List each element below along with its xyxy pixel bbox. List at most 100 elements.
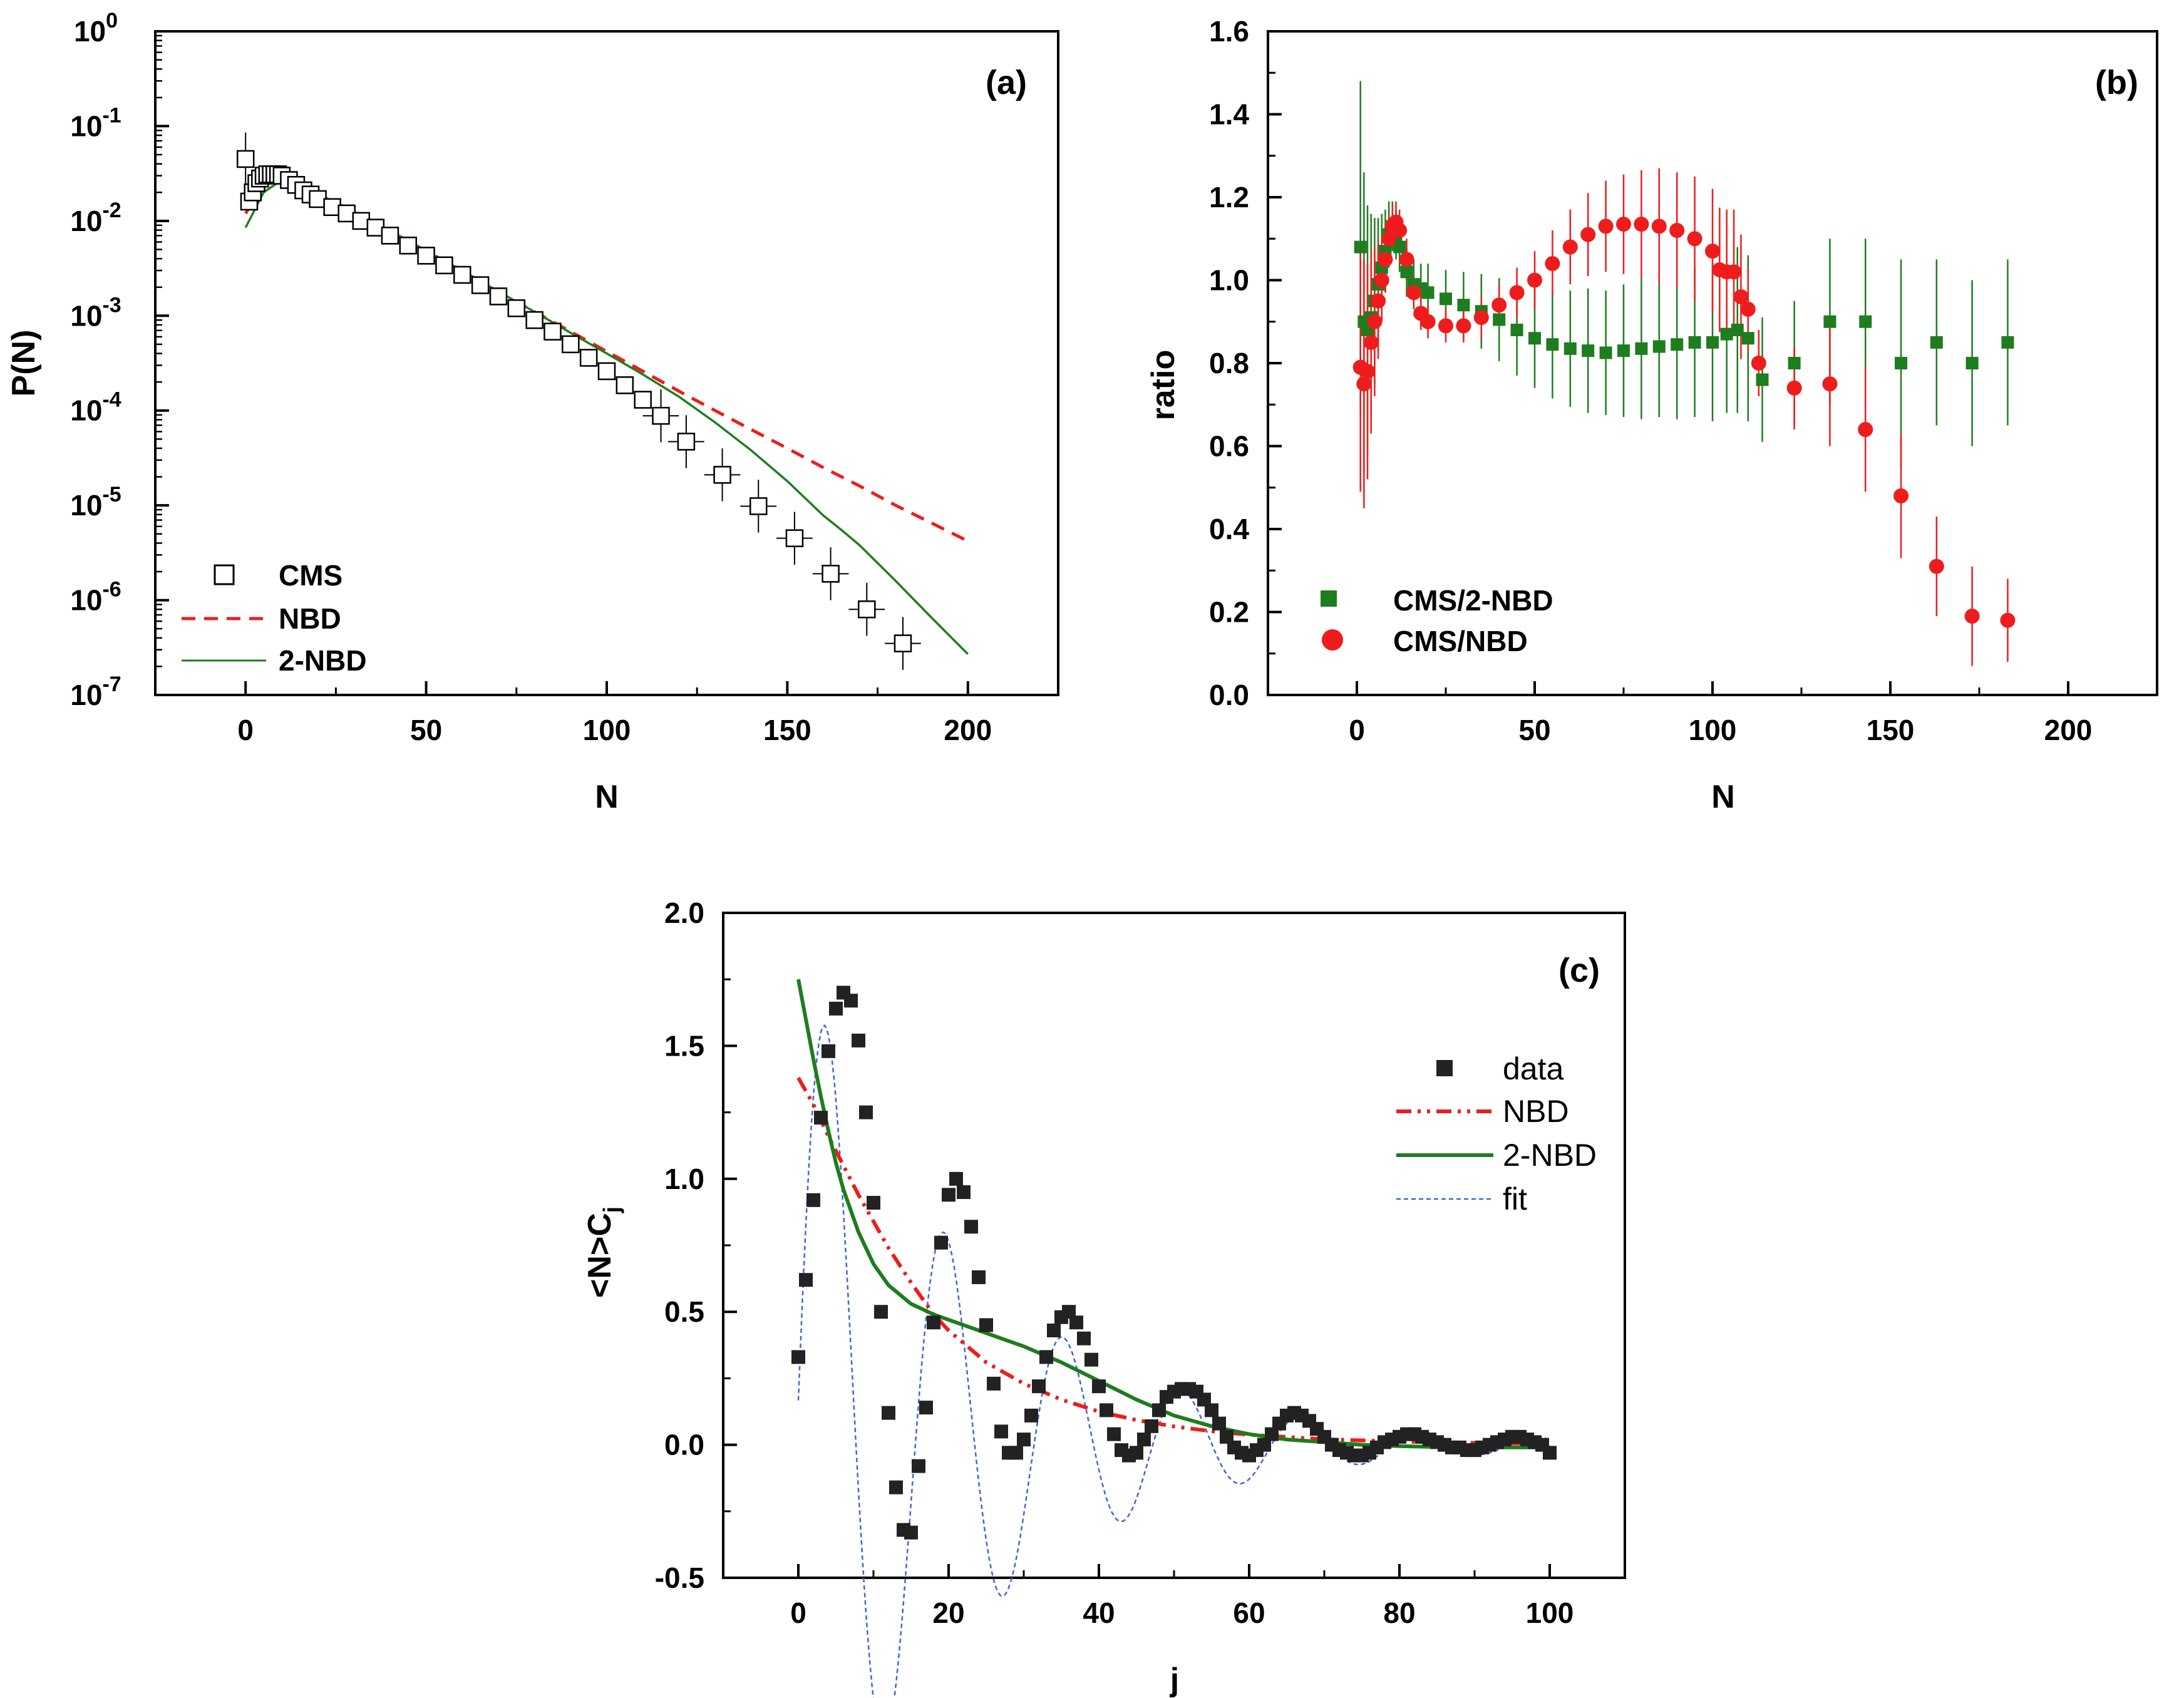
panel-a-cms-marker (399, 236, 418, 255)
panel-a-cms-marker (785, 529, 804, 547)
panel-a-cms-marker (822, 565, 840, 583)
panel-b-ytick-label: 0.0 (1209, 679, 1249, 711)
panel-c-data-point (1100, 1403, 1113, 1418)
legend-cms-nbd-label: CMS/NBD (1393, 625, 1528, 657)
panel-a-cms-point (562, 335, 580, 354)
panel-b-2nbd-point (2001, 336, 2014, 349)
panel-c-ytick-label: 2.0 (664, 897, 704, 929)
panel-a-xlabel: N (595, 779, 619, 815)
panel-a-cms-point (776, 512, 813, 565)
panel-a-cms-point (366, 219, 385, 237)
panel-b-ylabel: ratio (1145, 350, 1182, 421)
panel-a-cms-marker (543, 322, 562, 341)
panel-a-cms-point (812, 547, 849, 600)
panel-b-nbd-point (1733, 289, 1749, 304)
panel-b-nbd-point (1378, 252, 1393, 267)
panel-b-2nbd-point (1930, 336, 1943, 349)
panel-b-2nbd-point (1493, 313, 1506, 326)
panel-a-cms-marker (894, 634, 912, 652)
panel-c-data-point (919, 1401, 933, 1415)
panel-b-nbd-point (1491, 297, 1507, 313)
panel-c-ytick-label: -0.5 (655, 1562, 704, 1594)
panel-b-nbd-point (1363, 334, 1379, 350)
panel-b-nbd-point (1509, 285, 1525, 301)
panel-a-cms-point (453, 265, 471, 284)
panel-a-cms-marker (471, 276, 490, 294)
panel-b-ytick-label: 0.8 (1209, 347, 1249, 379)
panel-c-ytick-label: 0.0 (664, 1429, 704, 1461)
panel-b-xtick-label: 100 (1689, 714, 1737, 746)
panel-c-data-point (882, 1406, 895, 1420)
panel-b-2nbd-point (1788, 357, 1801, 369)
panel-c-ytick-label: 1.0 (664, 1163, 704, 1195)
panel-b-nbd-point (1705, 244, 1720, 259)
panel-a-log-distribution: 0 50 100 150 200 10-7 10-6 10-5 10-4 10-3 10-2 10-1… (6, 9, 1059, 815)
panel-a-cms-point (435, 256, 453, 275)
panel-c-data-point (852, 1033, 865, 1047)
panel-a-cms-marker (652, 406, 670, 425)
panel-b-nbd-point (1420, 314, 1436, 329)
panel-c-data-point (987, 1376, 1001, 1391)
panel-b-nbd-point (1893, 488, 1909, 503)
panel-c-data-point (814, 1111, 828, 1125)
panel-c-frame (722, 912, 1626, 1579)
panel-a-cms-point (848, 583, 885, 636)
panel-b-2nbd-point (1546, 338, 1559, 351)
panel-c-data-point (994, 1424, 1008, 1439)
panel-a-cms-point (399, 236, 418, 255)
panel-a-cms-marker (579, 349, 598, 367)
panel-c-data-point (949, 1171, 963, 1186)
panel-c-data-point (1205, 1403, 1218, 1418)
panel-b-xtick-label: 200 (2044, 714, 2093, 746)
panel-b-xtick-label: 150 (1867, 714, 1915, 746)
panel-c-data-point (1543, 1446, 1557, 1460)
panel-c-data-point (874, 1305, 888, 1319)
panel-c-2nbd-curve (796, 979, 1550, 1449)
panel-c-data-point (1220, 1429, 1234, 1444)
panel-c-data-point (829, 1001, 843, 1016)
panel-b-nbd-point (1406, 285, 1421, 301)
panel-b-2nbd-point (1582, 344, 1595, 358)
panel-b-2nbd-point (1510, 324, 1523, 336)
panel-b-2nbd-point (1635, 342, 1648, 355)
panel-a-cms-point (323, 198, 341, 216)
panel-b-nbd-point (1858, 422, 1873, 437)
panel-b-nbd-point (1473, 310, 1489, 326)
panel-b-nbd-point (1438, 318, 1453, 334)
panel-a-cms-marker (713, 466, 731, 484)
panel-b-2nbd-point (1617, 344, 1630, 358)
panel-b-2nbd-point (1440, 292, 1452, 306)
panel-b-nbd-point (1634, 217, 1649, 232)
panel-c-data-point (1077, 1331, 1091, 1346)
panel-a-ytick-label: 10-7 (70, 672, 121, 711)
panel-c-data-point (1069, 1315, 1083, 1330)
panel-b-nbd-point (1651, 219, 1667, 234)
panel-a-cms-marker (352, 212, 371, 230)
panel-c-correlation: 0 20 40 60 80 100 -0.5 0.0 0.5 1.0 1.5 2.0 (c) j <N… (582, 897, 1626, 1698)
panel-c-data-point (904, 1525, 918, 1540)
panel-c-data-point (927, 1315, 940, 1330)
panel-c-data-point (1197, 1392, 1211, 1407)
panel-a-xtick-label: 50 (410, 714, 442, 746)
panel-a-cms-marker (323, 198, 341, 216)
panel-c-ylabel-main: <N>C (582, 1213, 618, 1298)
panel-a-cms-point (543, 322, 562, 341)
panel-b-ticks: 0 50 100 150 200 0.0 0.2 0.4 0.6 0.8 1.0 1.2 1.4 1.6 (1209, 15, 2092, 746)
panel-a-ytick-label: 10-6 (70, 578, 121, 617)
panel-c-xtick-label: 60 (1233, 1597, 1265, 1629)
panel-b-ytick-label: 0.2 (1209, 596, 1249, 629)
panel-c-tag: (c) (1558, 952, 1600, 989)
panel-c-ylabel-sub: j (599, 1207, 624, 1213)
panel-b-2nbd-point (1528, 332, 1541, 345)
panel-b-2nbd-point (1741, 332, 1754, 345)
panel-a-cms-marker (435, 256, 453, 275)
panel-a-cms-marker (507, 299, 526, 317)
panel-c-data-point (799, 1273, 813, 1287)
panel-c-data-point (957, 1185, 971, 1200)
panel-a-cms-marker (381, 227, 399, 245)
panel-b-nbd-point (1751, 356, 1766, 371)
panel-b-2nbd-point (1599, 346, 1612, 359)
panel-b-2nbd-point (1688, 336, 1701, 349)
panel-c-data-point (1130, 1446, 1143, 1460)
panel-c-data-point (867, 1196, 880, 1210)
